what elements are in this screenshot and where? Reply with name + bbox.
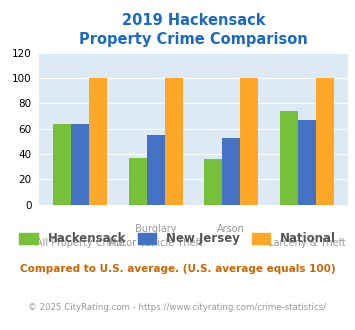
Bar [53, 124, 71, 205]
Text: © 2025 CityRating.com - https://www.cityrating.com/crime-statistics/: © 2025 CityRating.com - https://www.city… [28, 303, 327, 312]
Text: Compared to U.S. average. (U.S. average equals 100): Compared to U.S. average. (U.S. average … [20, 264, 335, 274]
Bar [316, 78, 334, 205]
Bar [279, 111, 297, 205]
Text: Burglary: Burglary [135, 224, 176, 234]
Bar [89, 78, 108, 205]
Bar [147, 135, 165, 205]
Legend: Hackensack, New Jersey, National: Hackensack, New Jersey, National [16, 229, 339, 249]
Bar [129, 158, 147, 205]
Text: Arson: Arson [217, 224, 245, 234]
Bar [71, 124, 89, 205]
Text: All Property Crime: All Property Crime [36, 238, 125, 248]
Text: Motor Vehicle Theft: Motor Vehicle Theft [108, 238, 203, 248]
Bar [297, 120, 316, 205]
Text: Larceny & Theft: Larceny & Theft [268, 238, 345, 248]
Bar [204, 159, 222, 205]
Bar [222, 138, 240, 205]
Bar [165, 78, 183, 205]
Title: 2019 Hackensack
Property Crime Comparison: 2019 Hackensack Property Crime Compariso… [79, 13, 308, 48]
Bar [240, 78, 258, 205]
